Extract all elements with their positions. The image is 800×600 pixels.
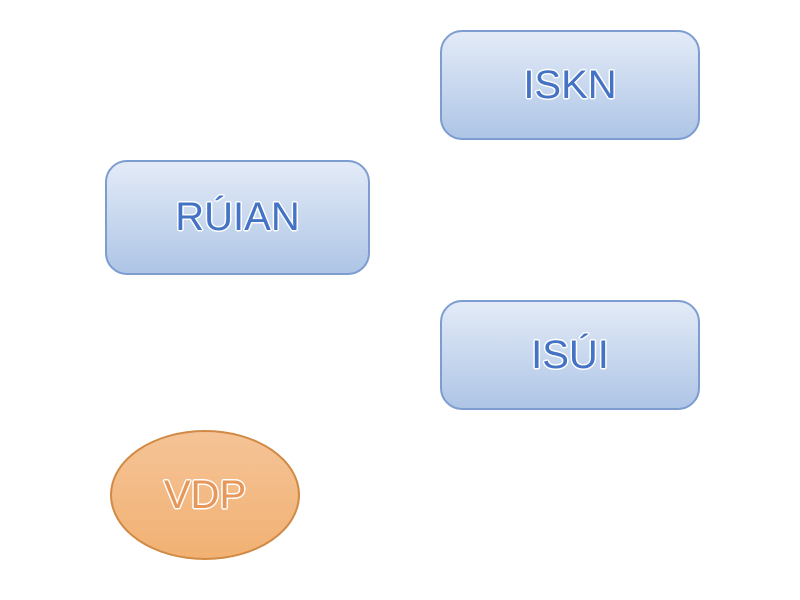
node-vdp-label: VDP bbox=[164, 473, 246, 518]
node-vdp: VDP bbox=[110, 430, 300, 560]
node-iskn-label: ISKN bbox=[523, 63, 616, 108]
node-ruian: RÚIAN bbox=[105, 160, 370, 275]
node-isui: ISÚI bbox=[440, 300, 700, 410]
node-iskn: ISKN bbox=[440, 30, 700, 140]
node-isui-label: ISÚI bbox=[531, 333, 609, 378]
diagram-canvas: ISKN RÚIAN ISÚI VDP bbox=[0, 0, 800, 600]
node-ruian-label: RÚIAN bbox=[175, 195, 299, 240]
